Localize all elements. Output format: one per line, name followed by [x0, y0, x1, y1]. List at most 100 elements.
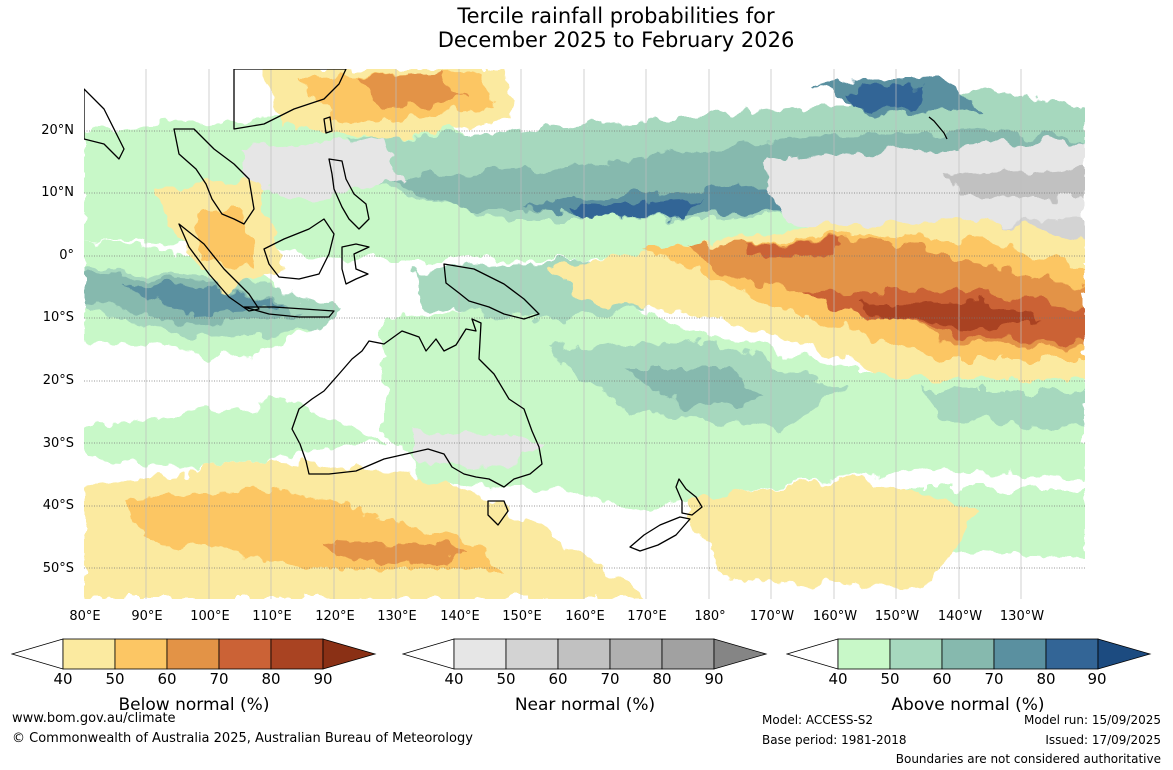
lon-label: 80°E — [69, 609, 101, 624]
new-guinea-coastline — [443, 263, 540, 320]
philippines-coastline — [328, 158, 370, 230]
lon-label: 90°E — [131, 609, 163, 624]
colorbar-tick: 70 — [600, 670, 620, 688]
colorbar-extend-low — [11, 638, 64, 670]
lat-label: 20°N — [41, 123, 74, 138]
australia-coastline — [291, 318, 543, 488]
china-coastline — [233, 69, 347, 130]
colorbar-tick: 80 — [652, 670, 672, 688]
colorbar-tick: 70 — [209, 670, 229, 688]
colorbar-below-normal — [11, 637, 377, 671]
colorbar-extend-low — [402, 638, 455, 670]
colorbar-segment — [1045, 638, 1099, 670]
latitude-lines — [84, 130, 1085, 569]
lon-label: 170°W — [749, 609, 795, 624]
lon-label: 110°E — [252, 609, 292, 624]
lon-label: 170°E — [627, 609, 667, 624]
lon-label: 150°W — [874, 609, 920, 624]
lon-label: 150°E — [502, 609, 542, 624]
colorbar-segment — [453, 638, 507, 670]
colorbar-tick: 50 — [496, 670, 516, 688]
colorbar-extend-high — [713, 638, 768, 670]
colorbar-segment — [557, 638, 611, 670]
new-zealand-north-coastline — [675, 478, 703, 516]
lon-label: 120°E — [315, 609, 355, 624]
lon-label: 160°W — [812, 609, 858, 624]
lon-label: 140°W — [937, 609, 983, 624]
colorbar-near-normal — [402, 637, 768, 671]
colorbar-tick: 60 — [548, 670, 568, 688]
above-normal-region — [924, 389, 1085, 429]
colorbar-segment — [837, 638, 891, 670]
near-normal-region — [944, 169, 1085, 199]
lat-label: 50°S — [42, 561, 74, 576]
lat-label: 30°S — [42, 436, 74, 451]
above-normal-region — [844, 87, 924, 109]
colorbar-tick: 40 — [828, 670, 848, 688]
below-normal-region — [854, 301, 1044, 331]
colorbar-tick: 50 — [880, 670, 900, 688]
colorbar-tick: 90 — [313, 670, 333, 688]
colorbar-tick: 90 — [1087, 670, 1107, 688]
lon-label: 180° — [694, 609, 726, 624]
rainfall-probability-map — [84, 69, 1085, 599]
lon-label: 130°W — [999, 609, 1045, 624]
colorbar-above-normal — [786, 637, 1152, 671]
colorbar-tick: 40 — [444, 670, 464, 688]
map-title: Tercile rainfall probabilities for Decem… — [0, 4, 1173, 52]
near-normal-region — [244, 139, 404, 199]
new-zealand-south-coastline — [629, 516, 691, 552]
colorbar-segment — [661, 638, 715, 670]
lat-label: 20°S — [42, 373, 74, 388]
lon-label: 130°E — [377, 609, 417, 624]
sulawesi-coastline — [341, 243, 370, 285]
taiwan-coastline — [323, 116, 333, 134]
indochina-coastline — [173, 128, 255, 225]
copyright-text: © Commonwealth of Australia 2025, Austra… — [12, 731, 473, 746]
disclaimer-text: Boundaries are not considered authoritat… — [895, 752, 1161, 766]
title-line-1: Tercile rainfall probabilities for — [457, 4, 775, 28]
colorbar-tick: 80 — [261, 670, 281, 688]
borneo-coastline — [263, 218, 335, 280]
model-run-text: Model run: 15/09/2025 — [1023, 713, 1161, 727]
india-coastline — [84, 88, 125, 160]
colorbar-segment — [941, 638, 995, 670]
colorbar-segment — [993, 638, 1047, 670]
colorbar-segment — [889, 638, 943, 670]
colorbar-segment — [62, 638, 116, 670]
lon-label: 160°E — [565, 609, 605, 624]
colorbar-extend-high — [322, 638, 377, 670]
colorbar-tick: 80 — [1036, 670, 1056, 688]
colorbar-segment — [114, 638, 168, 670]
colorbar-near-normal-label: Near normal (%) — [514, 695, 656, 715]
near-normal-region — [764, 139, 1085, 249]
lat-label: 0° — [59, 248, 74, 263]
coastlines — [84, 69, 948, 552]
colorbar-tick: 90 — [704, 670, 724, 688]
issued-text: Issued: 17/09/2025 — [1045, 733, 1161, 747]
graticule — [145, 69, 1022, 599]
colorbar-above-normal-label: Above normal (%) — [891, 695, 1045, 715]
colorbar-below-normal-label: Below normal (%) — [118, 695, 270, 715]
below-normal-region — [744, 241, 844, 259]
website-link[interactable]: www.bom.gov.au/climate — [12, 711, 176, 726]
colorbar-segment — [270, 638, 324, 670]
above-normal-region — [84, 399, 384, 469]
colorbar-tick: 40 — [53, 670, 73, 688]
base-period-text: Base period: 1981-2018 — [762, 733, 907, 747]
above-normal-region — [624, 369, 764, 409]
colorbar-extend-high — [1097, 638, 1152, 670]
title-line-2: December 2025 to February 2026 — [437, 28, 795, 52]
below-normal-region — [354, 74, 464, 109]
lat-label: 10°N — [41, 185, 74, 200]
colorbar-segment — [609, 638, 663, 670]
model-text: Model: ACCESS-S2 — [762, 713, 874, 727]
colorbar-segment — [505, 638, 559, 670]
below-normal-region — [324, 539, 464, 564]
colorbar-extend-low — [786, 638, 839, 670]
colorbar-tick: 60 — [932, 670, 952, 688]
hawaii-islands — [928, 116, 948, 140]
lon-label: 140°E — [440, 609, 480, 624]
lon-label: 100°E — [190, 609, 230, 624]
colorbar-segment — [166, 638, 220, 670]
